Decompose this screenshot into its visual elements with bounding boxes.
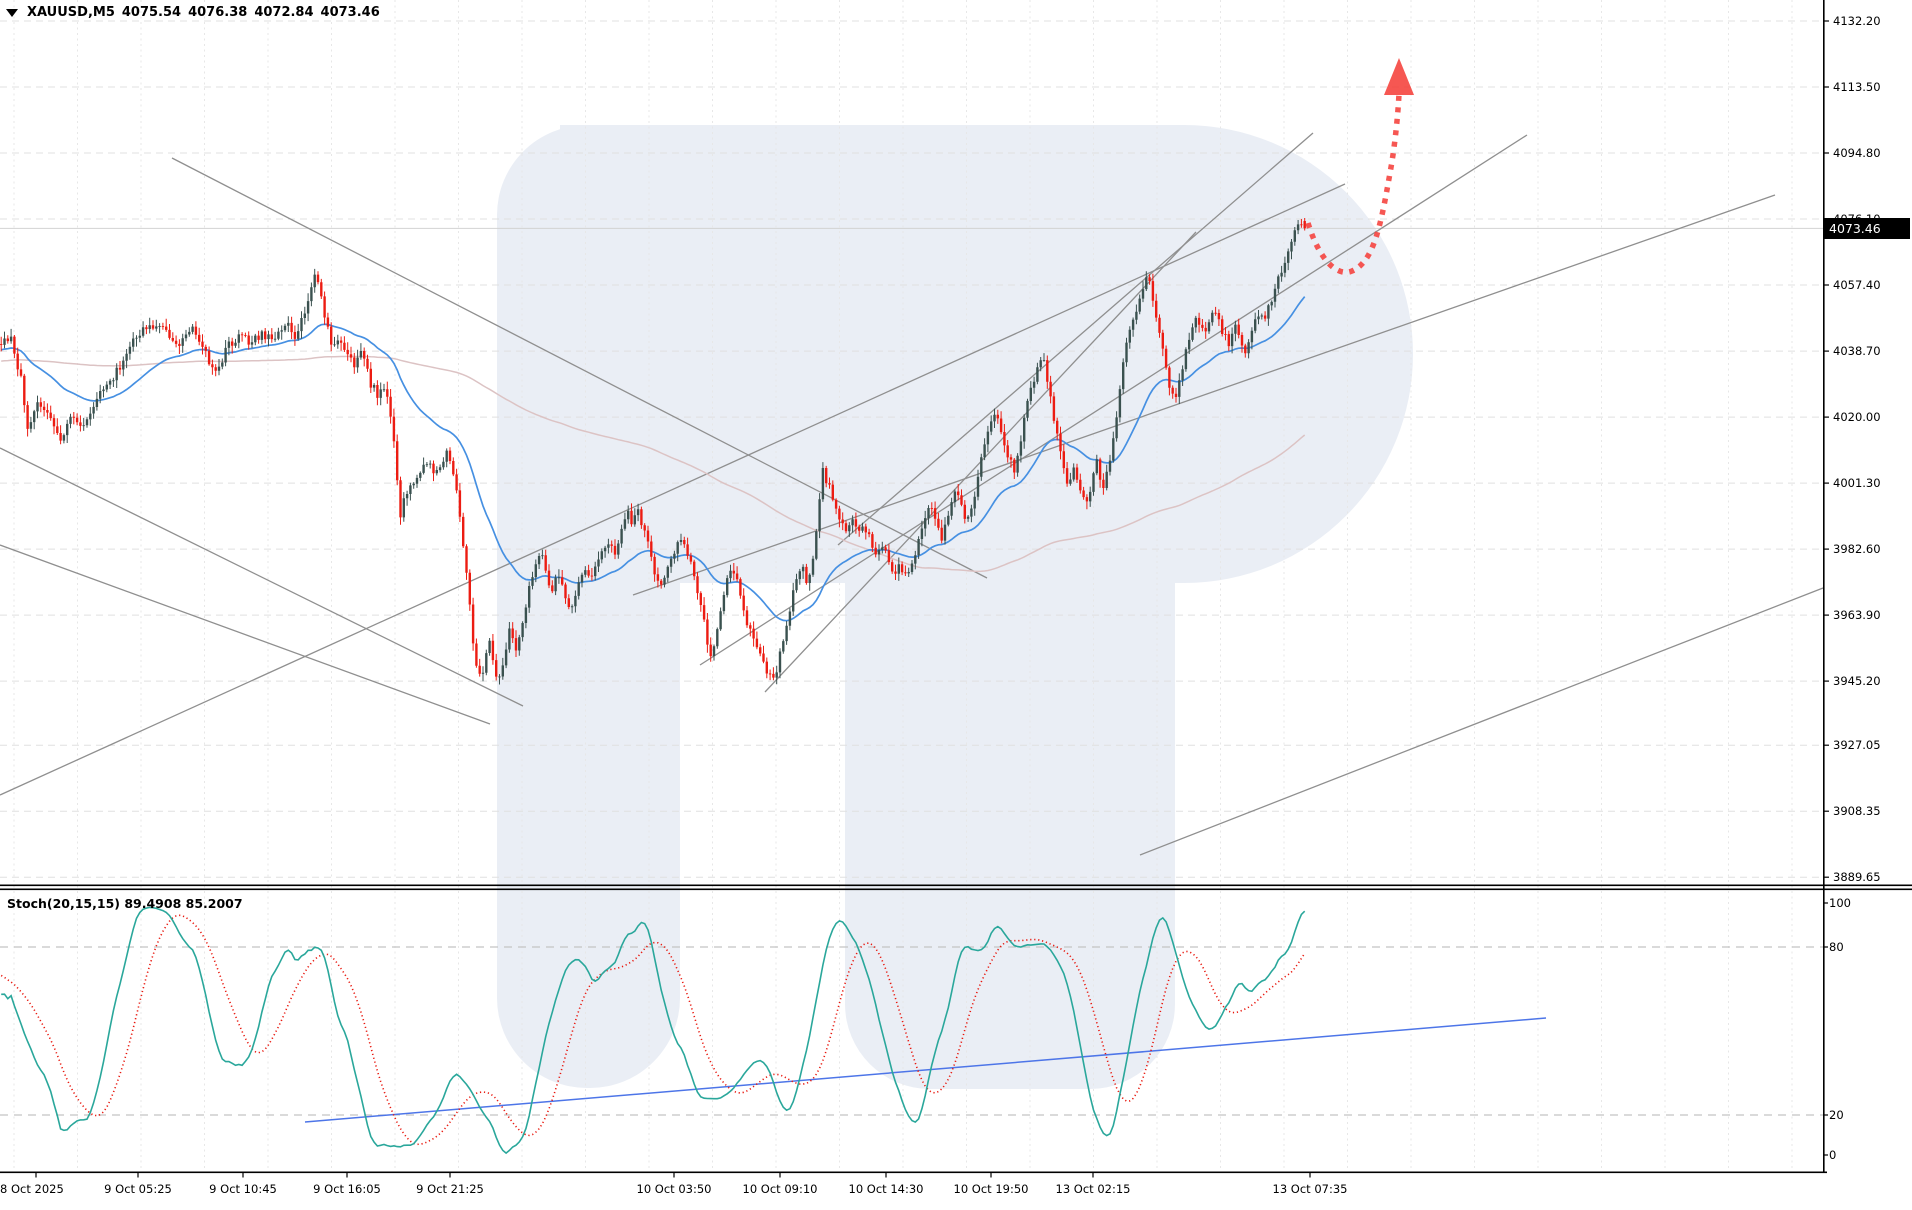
time-axis-label: 10 Oct 09:10 — [742, 1182, 818, 1196]
price-axis-label: 4057.40 — [1833, 278, 1881, 293]
time-axis-label: 10 Oct 03:50 — [636, 1182, 712, 1196]
ohlc-low: 4072.84 — [254, 5, 314, 20]
indicator-label: Stoch(20,15,15) 89.4908 85.2007 — [7, 896, 243, 911]
stoch-axis-label: 20 — [1829, 1108, 1844, 1122]
broker-watermark-leg — [845, 497, 1175, 1089]
price-axis-label: 3982.60 — [1833, 542, 1881, 557]
stoch-level-lines — [0, 946, 1823, 1116]
trendlines[interactable] — [0, 132, 1824, 856]
time-axis-label: 10 Oct 14:30 — [848, 1182, 924, 1196]
stochastic-main-line — [1, 906, 1306, 1155]
grid — [0, 0, 1823, 1172]
stoch-axis-label: 80 — [1829, 940, 1844, 954]
price-axis-label: 4094.80 — [1833, 146, 1881, 161]
candlesticks — [0, 218, 1306, 685]
time-axis-label: 8 Oct 2025 — [0, 1182, 64, 1196]
price-axis-label: 4132.20 — [1833, 14, 1881, 28]
chart-header: XAUUSD,M5 4075.54 4076.38 4072.84 4073.4… — [6, 5, 380, 20]
price-axis-label: 4113.50 — [1833, 80, 1881, 94]
current-price-tag: 4073.46 — [1824, 218, 1910, 239]
time-axis-label: 10 Oct 19:50 — [953, 1182, 1029, 1196]
time-axis-label: 9 Oct 16:05 — [313, 1182, 381, 1196]
time-axis-label: 13 Oct 07:35 — [1272, 1182, 1348, 1196]
time-axis-label: 9 Oct 05:25 — [104, 1182, 172, 1196]
price-axis-label: 4038.70 — [1833, 344, 1881, 359]
time-axis-label: 9 Oct 21:25 — [416, 1182, 484, 1196]
price-axis-label: 4001.30 — [1833, 476, 1881, 491]
stoch-trendline[interactable] — [304, 1017, 1547, 1123]
price-axis-label: 3963.90 — [1833, 608, 1881, 623]
ohlc-high: 4076.38 — [188, 5, 248, 20]
stoch-axis-label: 100 — [1829, 896, 1851, 910]
price-axis-label: 3945.20 — [1833, 674, 1881, 689]
price-axis-label: 3889.65 — [1833, 870, 1881, 885]
forecast-arrow[interactable] — [1305, 58, 1414, 275]
symbol-label: XAUUSD,M5 — [27, 5, 115, 20]
stochastic-signal-line — [0, 914, 1306, 1146]
price-axis-label: 3927.05 — [1833, 738, 1881, 753]
ma-slow-line — [1, 355, 1306, 573]
price-axis-label: 4020.00 — [1833, 410, 1881, 425]
symbol-dropdown-icon[interactable] — [6, 8, 18, 17]
ohlc-open: 4075.54 — [121, 5, 182, 20]
stoch-axis-label: 0 — [1829, 1148, 1837, 1162]
ma-fast-line — [1, 296, 1306, 622]
ohlc-close: 4073.46 — [320, 5, 380, 20]
time-axis-label: 13 Oct 02:15 — [1055, 1182, 1131, 1196]
axes-and-borders — [0, 0, 1912, 1178]
price-axis-label: 3908.35 — [1833, 804, 1881, 819]
time-axis-label: 9 Oct 10:45 — [209, 1182, 277, 1196]
